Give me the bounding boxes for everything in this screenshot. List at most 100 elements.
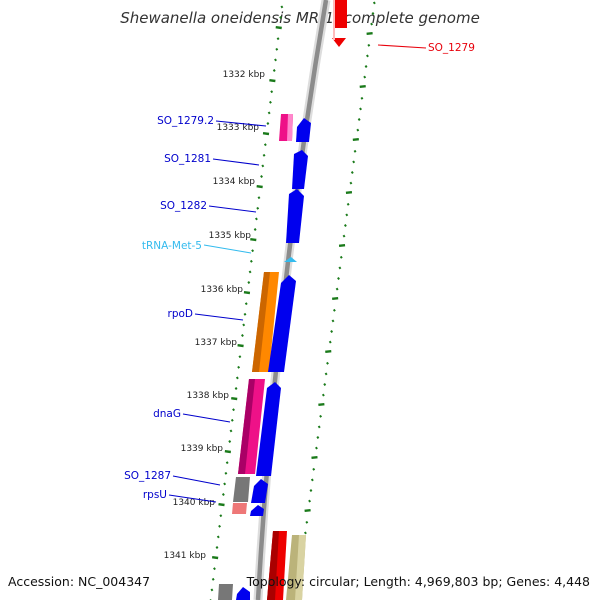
outer-tick [325, 350, 332, 353]
inner-tick [224, 471, 228, 475]
bottom-blue-cds[interactable] [236, 587, 250, 600]
inner-tick [257, 196, 261, 200]
outer-tick [359, 107, 362, 111]
outer-tick [319, 414, 323, 418]
inner-tick [211, 556, 219, 560]
gene-label-so-1282[interactable]: SO_1282 [160, 200, 207, 212]
inner-tick [269, 79, 276, 83]
inner-tick [225, 461, 229, 465]
inner-tick [256, 206, 260, 210]
inner-tick [234, 387, 238, 390]
kbp-label-group: 1332 kbp 1333 kbp 1334 kbp 1335 kbp 1336 kbp… [164, 70, 266, 561]
inner-tick [221, 493, 225, 496]
so-1279-feature[interactable] [335, 0, 347, 28]
kbp-label: 1332 kbp [223, 70, 266, 80]
outer-tick [364, 65, 368, 68]
feature-group [218, 0, 347, 600]
rpod-cog-dark [252, 272, 270, 372]
outer-tick [346, 202, 350, 206]
topology-text: Topology: circular; Length: 4,969,803 bp… [246, 574, 590, 589]
gene-leader-line [215, 120, 267, 127]
gene-label-rpod[interactable]: rpoD [168, 308, 194, 320]
gene-label-so-1279-2[interactable]: SO_1279.2 [157, 115, 214, 127]
outer-tick [338, 244, 346, 247]
dnag-cds[interactable] [256, 382, 281, 476]
outer-tick [338, 266, 342, 270]
inner-tick [248, 270, 252, 274]
gene-leader-line [203, 244, 252, 254]
inner-tick [218, 503, 225, 507]
kbp-label: 1336 kbp [201, 285, 244, 295]
gene-label-trna-met-5[interactable]: tRNA-Met-5 [142, 240, 202, 252]
outer-tick [363, 75, 367, 79]
so-1287-cog-block[interactable] [233, 477, 250, 502]
gene-label-so-1287[interactable]: SO_1287 [124, 470, 171, 482]
inner-tick [211, 577, 215, 581]
gene-label-so-1281[interactable]: SO_1281 [164, 153, 211, 165]
outer-tick [349, 181, 353, 185]
gene-leader-line [212, 158, 260, 166]
outer-tick [312, 467, 316, 471]
inner-tick [270, 90, 274, 94]
kbp-label: 1333 kbp [217, 123, 260, 133]
inner-tick [244, 302, 248, 306]
outer-tick [304, 531, 307, 535]
inner-tick [256, 185, 263, 189]
rpsu-cds[interactable] [250, 505, 264, 516]
outer-tick [305, 520, 309, 524]
gene-label-dnag[interactable]: dnaG [153, 408, 181, 420]
outer-tick [345, 191, 353, 194]
outer-tick [317, 425, 321, 429]
inner-tick [242, 323, 246, 327]
outer-tick [367, 43, 371, 47]
outer-tick-ring [295, 1, 376, 598]
kbp-label: 1335 kbp [209, 231, 252, 241]
so-1279-shadow [333, 0, 335, 40]
gene-leader-line [377, 44, 427, 49]
outer-tick [343, 224, 347, 227]
inner-tick [272, 69, 276, 72]
outer-tick [324, 372, 328, 376]
so-1282-cds[interactable] [286, 189, 304, 243]
so-1281-cds[interactable] [292, 150, 308, 189]
inner-tick [235, 376, 239, 380]
gene-leader-line [208, 205, 257, 213]
so-1279-2-cog-light [287, 114, 293, 141]
outer-tick [372, 1, 376, 5]
so-1279-arrow[interactable] [332, 38, 346, 47]
inner-tick [267, 111, 271, 115]
so-1287-cds[interactable] [251, 479, 268, 503]
outer-tick [310, 478, 314, 482]
inner-tick [276, 37, 280, 41]
rpod-cds[interactable] [268, 275, 296, 372]
gene-label-group: SO_1279 SO_1279.2 SO_1281 SO_1282 tRNA-Met-5… [124, 42, 475, 503]
inner-tick [253, 228, 257, 231]
rpsu-cog-block[interactable] [232, 503, 247, 514]
outer-tick [332, 297, 339, 300]
outer-tick [342, 234, 346, 238]
inner-tick [237, 344, 244, 348]
bottom-gray-cog-block[interactable] [218, 584, 233, 600]
outer-tick [330, 330, 334, 333]
outer-tick [339, 255, 343, 259]
so-1279-2-cds[interactable] [296, 118, 311, 142]
outer-tick [350, 171, 354, 174]
inner-tick [237, 365, 241, 369]
inner-tick [223, 482, 227, 486]
gene-leader-line [172, 475, 221, 486]
outer-tick [318, 403, 325, 406]
inner-tick [247, 281, 251, 284]
accession-text: Accession: NC_004347 [8, 574, 151, 589]
inner-tick [215, 546, 219, 549]
outer-tick [356, 128, 360, 132]
outer-tick [304, 509, 311, 512]
gene-label-rpsu[interactable]: rpsU [143, 489, 167, 501]
inner-tick [266, 122, 270, 125]
inner-tick [224, 450, 232, 454]
outer-tick [308, 499, 312, 503]
gene-label-so-1279[interactable]: SO_1279 [428, 42, 475, 54]
trna-met-5-feature[interactable] [284, 257, 297, 262]
outer-tick [331, 319, 335, 323]
inner-tick [231, 397, 238, 401]
inner-tick [216, 535, 220, 539]
